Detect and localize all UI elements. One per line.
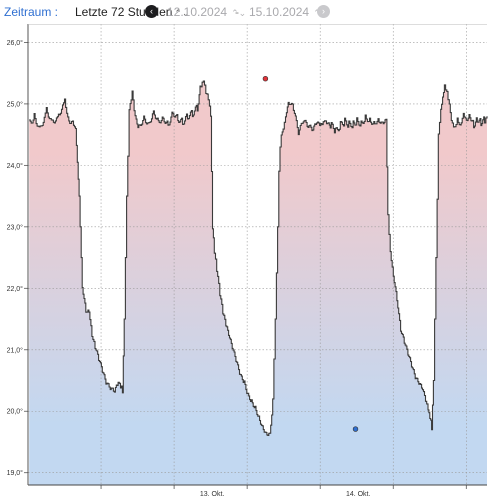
range-label: Zeitraum : <box>4 5 59 19</box>
temperature-line <box>29 80 488 437</box>
chevron-left-icon: ‹ <box>150 6 153 16</box>
stepper-icon: ⌃⌄ <box>231 8 247 18</box>
max-marker <box>262 76 269 82</box>
y-tick-label: 25,0° <box>7 100 24 108</box>
previous-button[interactable]: ‹ <box>145 5 158 18</box>
chevron-updown-icon: ⌃⌄ <box>174 8 190 18</box>
min-marker <box>352 426 359 432</box>
y-tick-label: 22,0° <box>7 285 24 293</box>
date-separator: - <box>235 5 239 19</box>
date-from-field[interactable]: 12.10.2024 ⌃⌄ <box>167 5 246 19</box>
temperature-chart: 19,0° 20,0° 21,0° 22,0° 23,0° 24,0° 25,0° 26,0°… <box>7 24 488 498</box>
y-tick-label: 26,0° <box>7 39 24 47</box>
y-tick-label: 23,0° <box>7 223 24 231</box>
temperature-area <box>29 81 487 485</box>
toolbar: Zeitraum : Letzte 72 Stunden ⌃⌄ ‹ 12.10.2… <box>0 0 491 24</box>
y-tick-label: 19,0° <box>7 469 24 477</box>
y-tick-label: 24,0° <box>7 162 24 170</box>
date-to-value: 15.10.2024 <box>249 5 310 19</box>
date-from-value: 12.10.2024 <box>167 5 228 19</box>
x-tick-label: 13. Okt. <box>200 491 225 498</box>
x-tick-label: 14. Okt. <box>346 491 371 498</box>
next-button[interactable]: › <box>317 5 330 18</box>
y-tick-label: 20,0° <box>7 408 24 416</box>
y-tick-label: 21,0° <box>7 346 24 354</box>
chevron-right-icon: › <box>322 6 325 16</box>
